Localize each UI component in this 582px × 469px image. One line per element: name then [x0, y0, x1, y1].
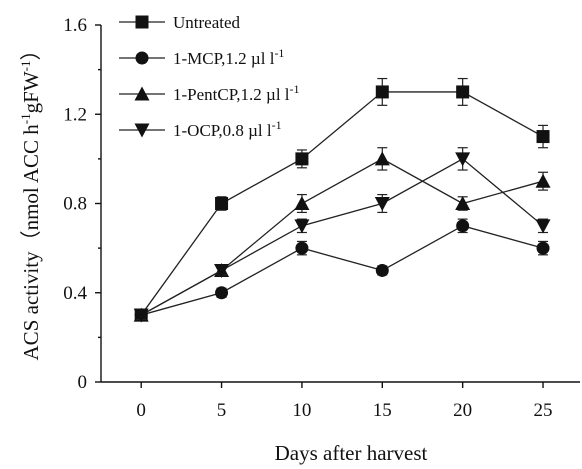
y-tick-label: 0.4 [63, 283, 87, 304]
x-tick-label: 25 [534, 400, 553, 421]
x-tick-label: 5 [217, 400, 227, 421]
data-point [294, 219, 310, 234]
data-point [455, 152, 471, 167]
legend-label: 1-PentCP,1.2 µl l-1 [173, 82, 300, 104]
series-line [140, 158, 544, 316]
x-tick-label: 0 [136, 400, 146, 421]
data-point [375, 85, 389, 99]
series-3 [133, 147, 551, 322]
legend-item-2: 1-MCP,1.2 µl l-1 [119, 46, 284, 68]
legend-item-4: 1-OCP,0.8 µl l-1 [119, 118, 282, 140]
series-line [140, 158, 544, 316]
series-4 [133, 147, 551, 323]
data-point [536, 241, 550, 255]
data-point [215, 197, 229, 210]
legend-label: 1-MCP,1.2 µl l-1 [173, 46, 284, 68]
data-point [535, 219, 551, 234]
legend: Untreated 1-MCP,1.2 µl l-1 1-PentCP,1.2 µl… [119, 13, 300, 140]
legend-label: Untreated [173, 13, 241, 32]
legend-item-1: Untreated [119, 13, 241, 32]
x-tick-label: 20 [453, 400, 472, 421]
data-point [456, 219, 470, 233]
data-point [375, 263, 389, 277]
y-tick-label: 0.8 [63, 194, 87, 215]
data-point [215, 286, 229, 300]
legend-marker [134, 123, 150, 138]
series-layer [133, 77, 551, 323]
legend-marker [135, 15, 149, 29]
data-point [455, 196, 471, 210]
legend-label: 1-OCP,0.8 µl l-1 [173, 118, 282, 140]
series-line [141, 225, 544, 316]
x-tick-label: 15 [373, 400, 392, 421]
series-2 [134, 218, 550, 322]
data-point [133, 308, 149, 323]
legend-item-3: 1-PentCP,1.2 µl l-1 [119, 82, 300, 104]
y-tick-label: 1.2 [63, 104, 87, 125]
data-point [535, 173, 551, 188]
data-point [536, 130, 550, 144]
data-point [214, 263, 230, 278]
axes [100, 25, 580, 383]
series-1 [134, 77, 550, 322]
data-point [456, 85, 470, 99]
legend-marker [135, 51, 149, 65]
y-axis-title: ACS activity（nmol ACC h-1gFW-1） [18, 40, 43, 361]
data-point [294, 196, 310, 210]
data-point [295, 241, 309, 255]
y-tick-label: 0 [78, 372, 88, 393]
data-point [295, 152, 309, 166]
axis-ticks: 0 5 10 15 20 25 0 0.4 0.8 1.2 1.6 [63, 15, 552, 421]
legend-marker [134, 86, 150, 101]
series-line [140, 91, 544, 316]
x-tick-label: 10 [292, 400, 311, 421]
x-axis-title: Days after harvest [275, 441, 428, 465]
data-point [374, 197, 390, 211]
data-point [374, 151, 390, 166]
y-tick-label: 1.6 [63, 15, 87, 36]
